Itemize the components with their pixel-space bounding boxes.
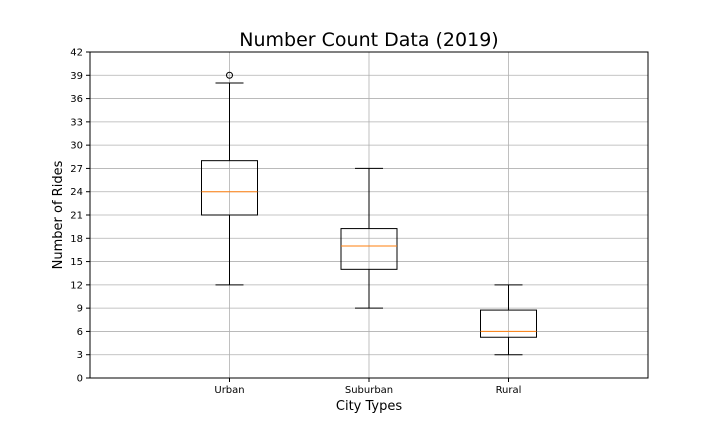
x-tick-label: Suburban	[345, 385, 393, 396]
x-axis-label: City Types	[336, 399, 402, 414]
outlier-point	[226, 71, 233, 79]
y-tick-label: 30	[70, 141, 83, 152]
y-tick-label: 3	[77, 350, 83, 361]
x-tick-label: Urban	[214, 385, 244, 396]
y-tick-label: 21	[70, 211, 83, 222]
y-tick-label: 42	[70, 48, 83, 59]
y-tick-label: 33	[70, 117, 83, 128]
y-tick-label: 6	[77, 327, 83, 338]
y-tick-label: 24	[70, 187, 83, 198]
iqr-box	[480, 309, 537, 338]
y-tick-label: 18	[70, 234, 83, 245]
y-axis-label: Number of Rides	[51, 160, 66, 269]
y-tick-label: 39	[70, 71, 83, 82]
grid-lines	[90, 51, 648, 379]
y-tick-label: 0	[77, 374, 83, 385]
y-tick-label: 9	[77, 304, 83, 315]
y-tick-label: 12	[70, 280, 83, 291]
box-rural	[480, 284, 537, 356]
x-tick-label: Rural	[496, 385, 522, 396]
y-tick-label: 27	[70, 164, 83, 175]
box-series	[201, 71, 537, 356]
box-urban	[201, 71, 258, 286]
iqr-box	[201, 160, 258, 216]
y-tick-label: 36	[70, 94, 83, 105]
plot-area-frame	[89, 51, 649, 379]
x-axis-ticks: Urban Suburban Rural	[214, 378, 521, 396]
y-tick-label: 15	[70, 257, 83, 268]
chart-title: Number Count Data (2019)	[239, 29, 498, 51]
iqr-box	[340, 228, 398, 270]
box-suburban	[340, 167, 398, 309]
